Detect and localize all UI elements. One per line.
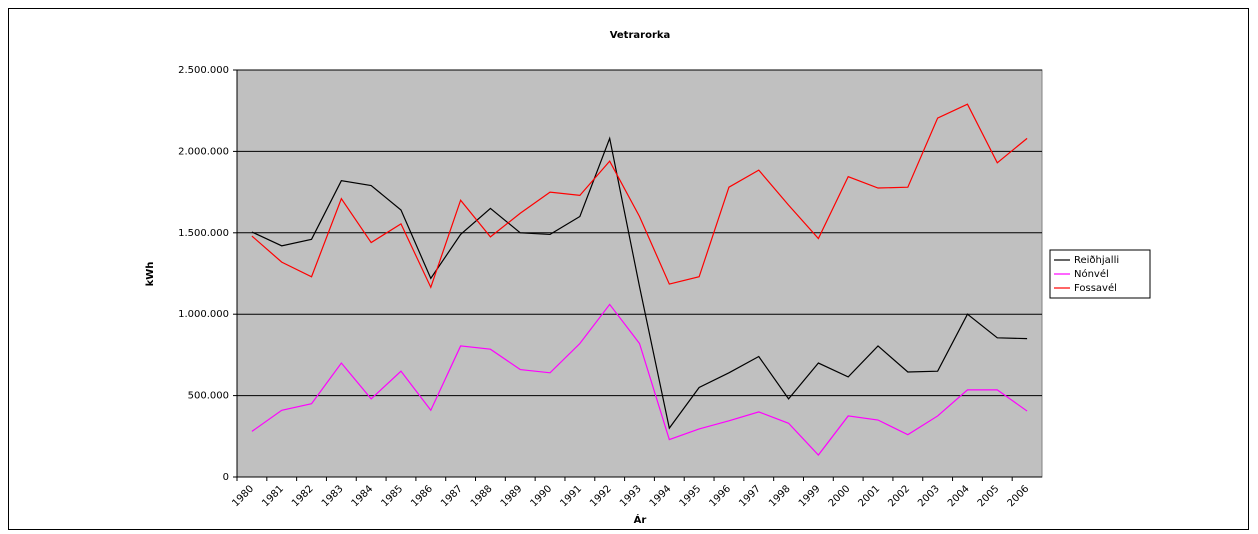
- legend-label: Fossavél: [1074, 282, 1117, 294]
- series-line: [251, 136, 1028, 430]
- legend-label: Nónvél: [1074, 268, 1109, 280]
- legend-label: Reiðhjalli: [1074, 255, 1119, 266]
- y-axis-label: kWh: [145, 262, 156, 287]
- y-tick-label: 2.000.000: [178, 146, 229, 157]
- y-tick-label: 2.500.000: [178, 65, 229, 76]
- y-tick-label: 1.500.000: [178, 228, 229, 239]
- y-tick-label: 1.000.000: [178, 309, 229, 320]
- series-line: [251, 103, 1028, 289]
- plot-area: [236, 69, 1043, 478]
- chart-title: Vetrarorka: [610, 30, 671, 41]
- y-tick-label: 0: [223, 472, 229, 483]
- series-line: [251, 303, 1028, 456]
- y-tick-label: 500.000: [188, 391, 229, 402]
- x-axis-label: Ár: [634, 513, 647, 526]
